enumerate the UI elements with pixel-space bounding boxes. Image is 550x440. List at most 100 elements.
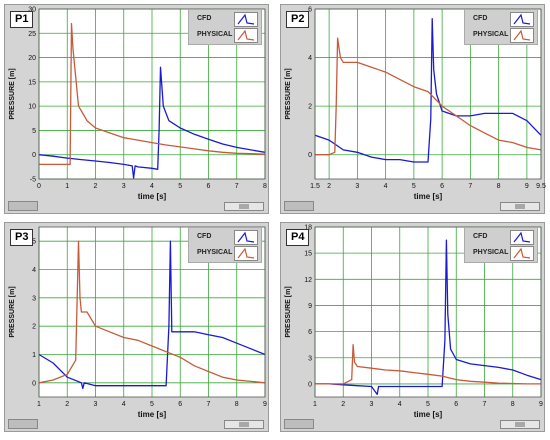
x-scrollbar[interactable] bbox=[224, 420, 264, 429]
series-line-cfd bbox=[315, 239, 542, 396]
legend-swatch-icon bbox=[510, 28, 534, 43]
y-tick-label: 0 bbox=[32, 152, 36, 159]
panel-label: P3 bbox=[10, 229, 34, 246]
x-tick-label: 2 bbox=[65, 401, 69, 408]
y-tick-label: 9 bbox=[308, 303, 312, 310]
legend-label: CFD bbox=[473, 15, 488, 22]
x-tick-label: 5 bbox=[412, 183, 416, 190]
legend-item-physical: PHYSICAL bbox=[465, 27, 537, 43]
legend: CFD PHYSICAL bbox=[188, 227, 262, 263]
graph-toolbar-icon[interactable] bbox=[284, 201, 314, 211]
y-tick-label: 1 bbox=[32, 352, 36, 359]
y-tick-label: 3 bbox=[308, 355, 312, 362]
chart-panel-p4: 1 2 3 4 5 6 7 8 9 0 3 6 9 12 15 18 time [s] PRESSURE [m] … bbox=[280, 222, 545, 432]
y-tick-label: 2 bbox=[32, 324, 36, 331]
y-axis-label: PRESSURE [m] bbox=[9, 68, 16, 119]
x-scrollbar[interactable] bbox=[500, 202, 540, 211]
x-tick-label: 8 bbox=[511, 401, 515, 408]
x-tick-label: 3 bbox=[94, 401, 98, 408]
legend-swatch-icon bbox=[234, 246, 258, 261]
y-axis-label: PRESSURE [m] bbox=[9, 286, 16, 337]
y-tick-label: 15 bbox=[304, 251, 312, 258]
x-tick-label: 9 bbox=[539, 401, 543, 408]
y-tick-label: 18 bbox=[304, 225, 312, 232]
scroll-thumb[interactable] bbox=[515, 204, 525, 209]
y-tick-label: 5 bbox=[32, 128, 36, 135]
legend-item-cfd: CFD bbox=[465, 11, 537, 27]
series-line-cfd bbox=[38, 240, 266, 390]
y-axis-label: PRESSURE [m] bbox=[285, 286, 292, 337]
x-tick-label: 8 bbox=[497, 183, 501, 190]
y-tick-label: 15 bbox=[28, 79, 36, 86]
x-tick-label: 1 bbox=[313, 401, 317, 408]
x-tick-label: 6 bbox=[454, 401, 458, 408]
series-line-cfd bbox=[38, 66, 266, 179]
graph-toolbar-icon[interactable] bbox=[8, 419, 38, 429]
y-tick-label: -5 bbox=[30, 177, 36, 184]
y-tick-label: 30 bbox=[28, 7, 36, 14]
plot-frame bbox=[38, 8, 266, 180]
x-tick-label: 6 bbox=[178, 401, 182, 408]
y-tick-label: 5 bbox=[32, 239, 36, 246]
x-tick-label: 7 bbox=[468, 183, 472, 190]
legend-item-physical: PHYSICAL bbox=[189, 245, 261, 261]
series-line-physical bbox=[315, 37, 542, 156]
x-tick-label: 8 bbox=[235, 401, 239, 408]
graph-toolbar-icon[interactable] bbox=[8, 201, 38, 211]
scroll-thumb[interactable] bbox=[239, 204, 249, 209]
legend-label: PHYSICAL bbox=[473, 31, 509, 38]
legend-item-cfd: CFD bbox=[189, 229, 261, 245]
y-tick-label: 0 bbox=[308, 381, 312, 388]
legend-label: PHYSICAL bbox=[197, 249, 233, 256]
scroll-thumb[interactable] bbox=[515, 422, 525, 427]
y-tick-label: 0 bbox=[32, 380, 36, 387]
legend-item-cfd: CFD bbox=[465, 229, 537, 245]
series-line-physical bbox=[39, 22, 266, 166]
legend-item-physical: PHYSICAL bbox=[465, 245, 537, 261]
y-tick-label: 10 bbox=[28, 104, 36, 111]
x-axis-label: time [s] bbox=[138, 410, 167, 419]
x-tick-label: 8 bbox=[263, 183, 267, 190]
x-tick-label: 4 bbox=[398, 401, 402, 408]
x-tick-label: 3 bbox=[355, 183, 359, 190]
chart-panel-p3: 1 2 3 4 5 6 7 8 9 0 1 2 3 4 5 time [s] PRESSURE [m] P3 C… bbox=[4, 222, 269, 432]
y-tick-label: 12 bbox=[304, 277, 312, 284]
x-tick-label: 1 bbox=[37, 401, 41, 408]
graph-toolbar-icon[interactable] bbox=[284, 419, 314, 429]
y-tick-label: 20 bbox=[28, 55, 36, 62]
legend-swatch-icon bbox=[234, 12, 258, 27]
y-axis-label: PRESSURE [m] bbox=[285, 68, 292, 119]
legend-swatch-icon bbox=[510, 230, 534, 245]
x-scrollbar[interactable] bbox=[500, 420, 540, 429]
legend-swatch-icon bbox=[510, 246, 534, 261]
y-tick-label: 6 bbox=[308, 7, 312, 14]
x-tick-label: 5 bbox=[150, 401, 154, 408]
y-tick-label: 0 bbox=[308, 152, 312, 159]
legend-label: CFD bbox=[197, 15, 212, 22]
legend-label: PHYSICAL bbox=[473, 249, 509, 256]
x-scrollbar[interactable] bbox=[224, 202, 264, 211]
scroll-thumb[interactable] bbox=[239, 422, 249, 427]
x-tick-label: 9.5 bbox=[536, 183, 546, 190]
x-tick-label: 9 bbox=[263, 401, 267, 408]
chart-panel-p1: 0 1 2 3 4 5 6 7 8 -5 0 5 10 15 20 25 30 time [s] PRESSURE … bbox=[4, 4, 269, 214]
y-tick-label: 2 bbox=[308, 104, 312, 111]
series-line-physical bbox=[315, 344, 541, 385]
x-tick-label: 6 bbox=[440, 183, 444, 190]
x-tick-label: 3 bbox=[122, 183, 126, 190]
panel-label: P2 bbox=[286, 11, 310, 28]
panel-label: P1 bbox=[10, 11, 34, 28]
plot-frame bbox=[314, 226, 542, 398]
x-tick-label: 7 bbox=[483, 401, 487, 408]
legend-label: CFD bbox=[473, 233, 488, 240]
x-tick-label: 1.5 bbox=[310, 183, 320, 190]
legend-item-cfd: CFD bbox=[189, 11, 261, 27]
series-line-cfd bbox=[314, 18, 542, 163]
legend-label: PHYSICAL bbox=[197, 31, 233, 38]
y-tick-label: 3 bbox=[32, 295, 36, 302]
x-tick-label: 2 bbox=[94, 183, 98, 190]
x-tick-label: 1 bbox=[65, 183, 69, 190]
x-axis-label: time [s] bbox=[414, 410, 443, 419]
chart-panel-p2: 1.5 2 3 4 5 6 7 8 9 9.5 0 2 4 6 time [s] PRESSURE [m] P… bbox=[280, 4, 546, 214]
